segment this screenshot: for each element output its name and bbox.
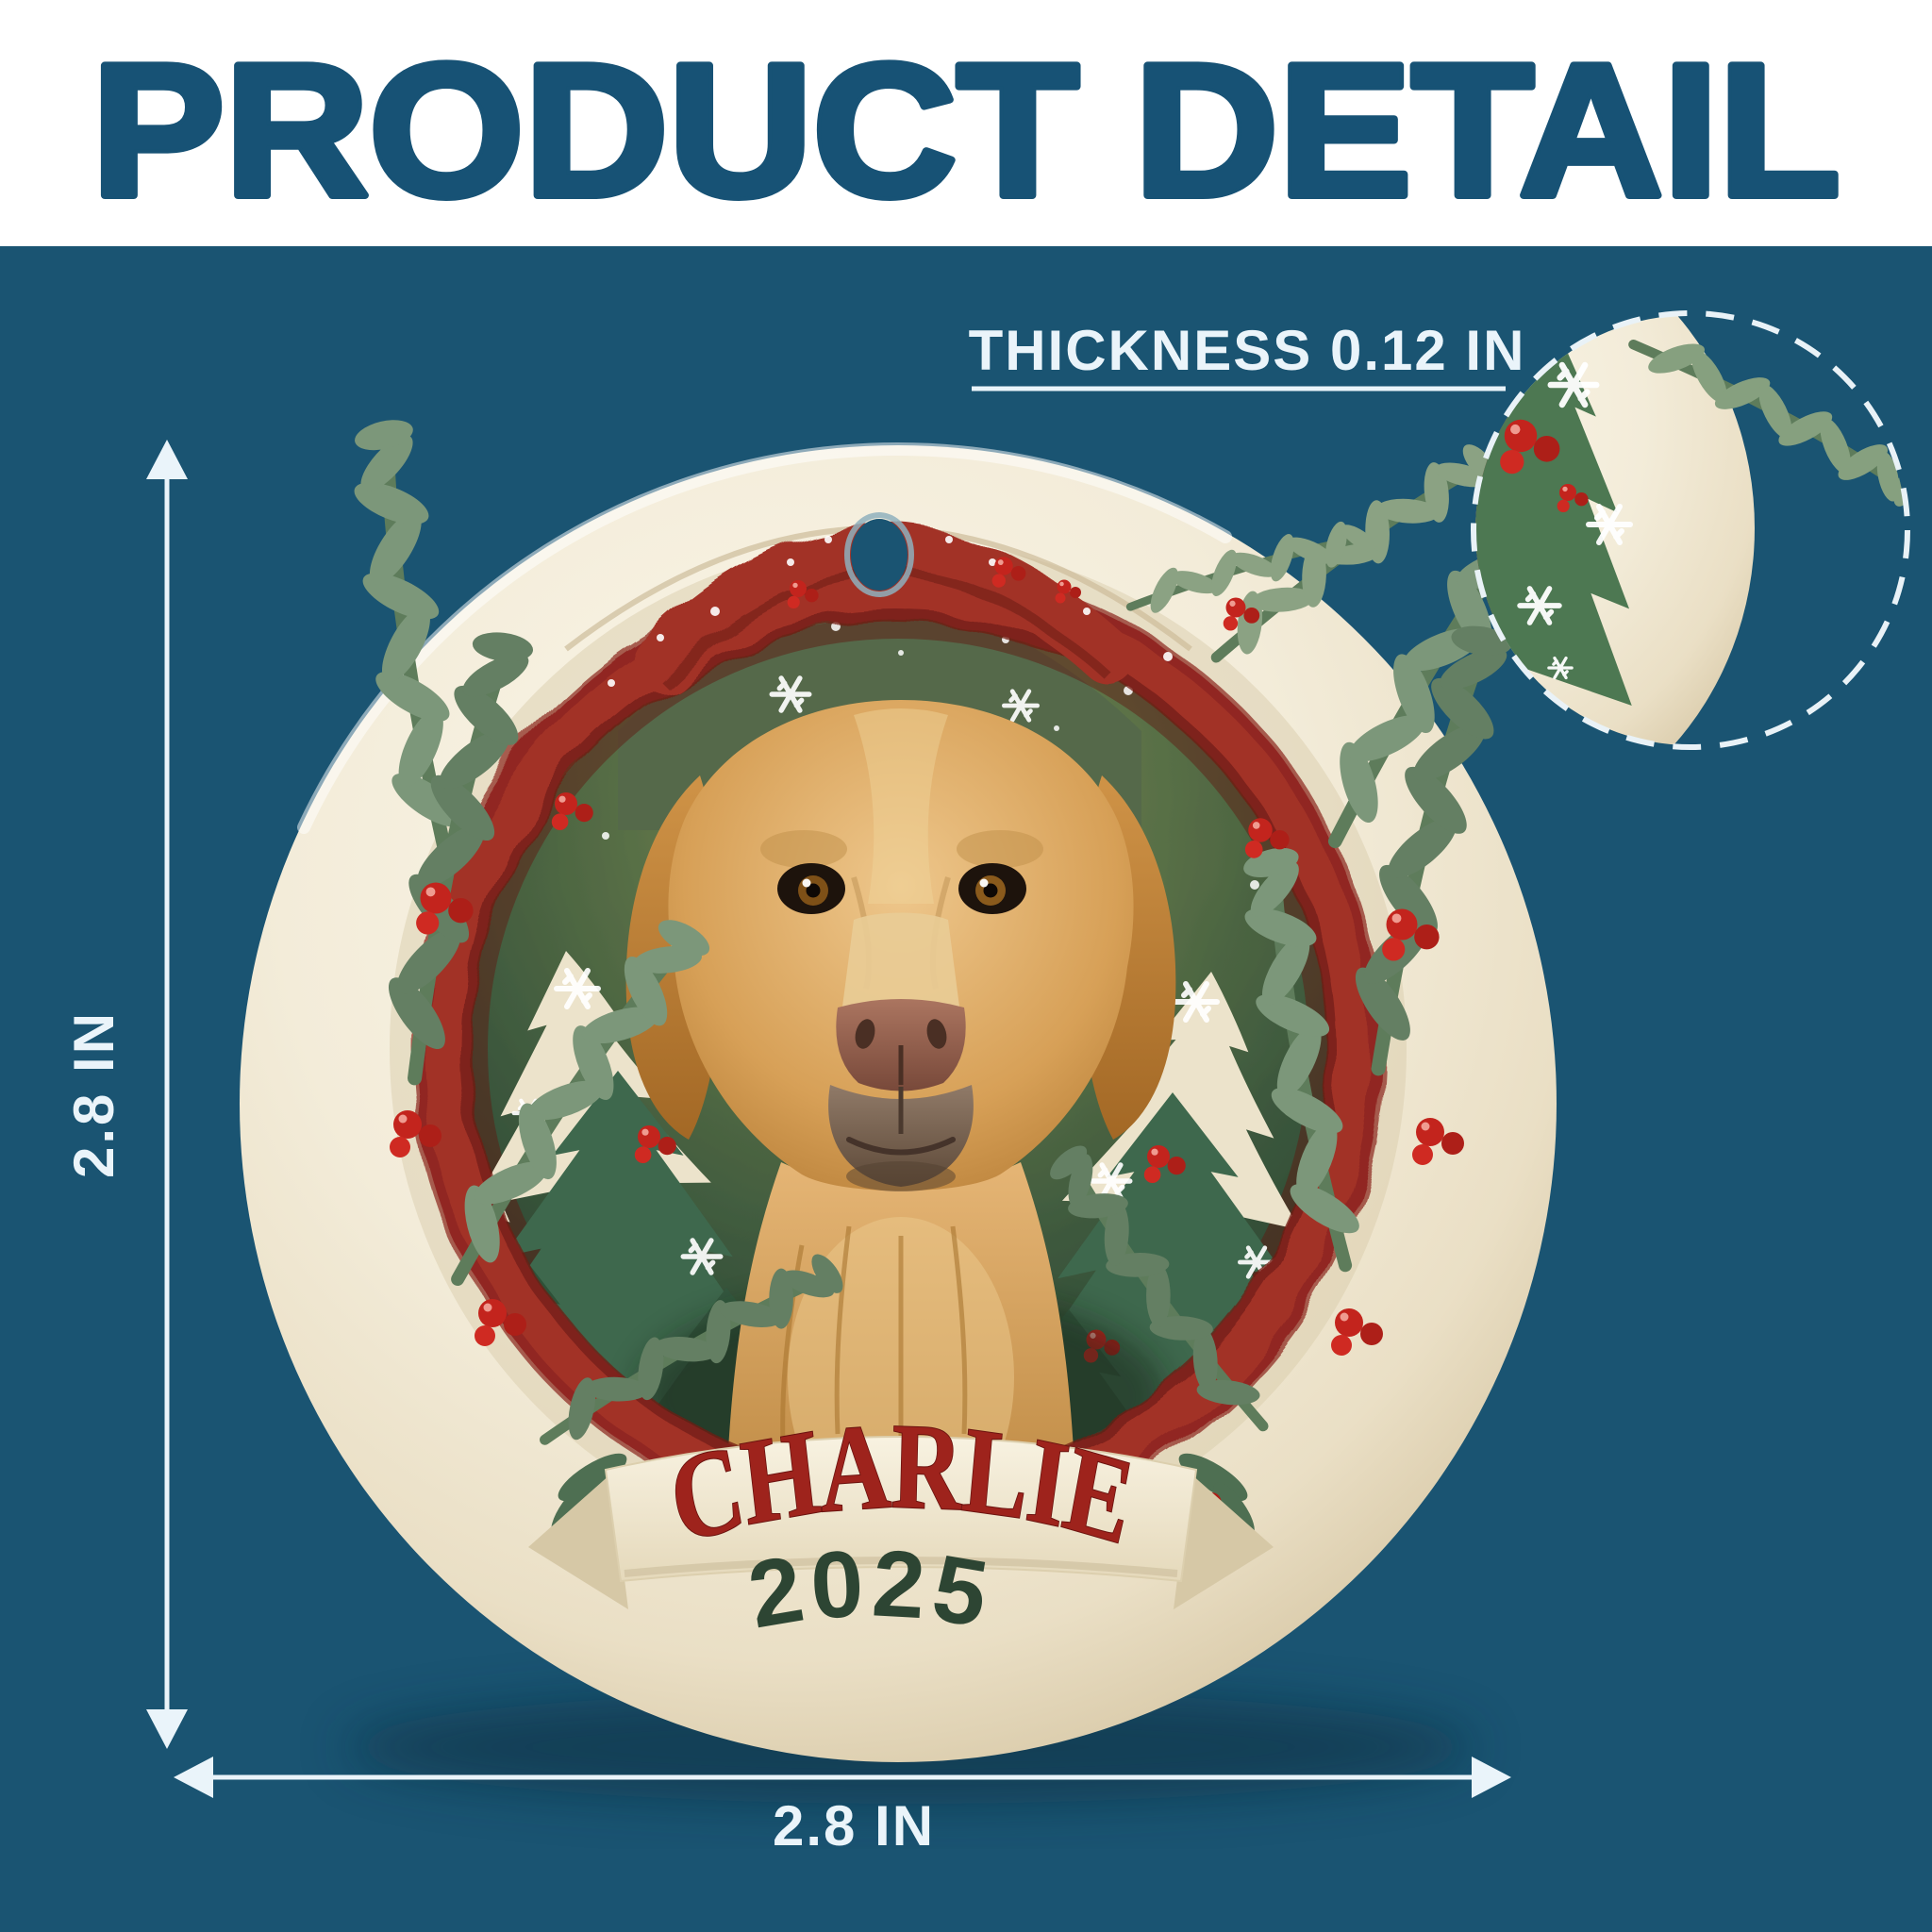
name-banner: CHARLIE <box>528 1397 1274 1609</box>
width-label: 2.8 IN <box>773 1794 935 1857</box>
dog-eyes <box>777 863 1026 914</box>
arrow-right-icon <box>1472 1757 1511 1798</box>
arrow-up-icon <box>146 440 188 479</box>
page-title: PRODUCT DETAIL <box>92 25 1840 236</box>
dog-muzzle <box>828 1085 974 1187</box>
header-band <box>0 0 1932 246</box>
vertical-dimension: 2.8 IN <box>62 440 188 1749</box>
arrow-down-icon <box>146 1709 188 1749</box>
thickness-annotation: THICKNESS 0.12 IN <box>969 319 1526 391</box>
hanging-hole <box>851 519 908 591</box>
ornament: CHARLIE 2025 <box>240 396 1596 1804</box>
ribbon-dots <box>608 536 1173 687</box>
hanging-hole-rim <box>844 512 914 597</box>
thickness-label: THICKNESS 0.12 IN <box>969 319 1526 382</box>
arrow-left-icon <box>174 1757 213 1798</box>
height-label: 2.8 IN <box>62 1010 125 1178</box>
dashed-circle <box>1471 310 1910 750</box>
horizontal-dimension: 2.8 IN <box>174 1757 1511 1857</box>
